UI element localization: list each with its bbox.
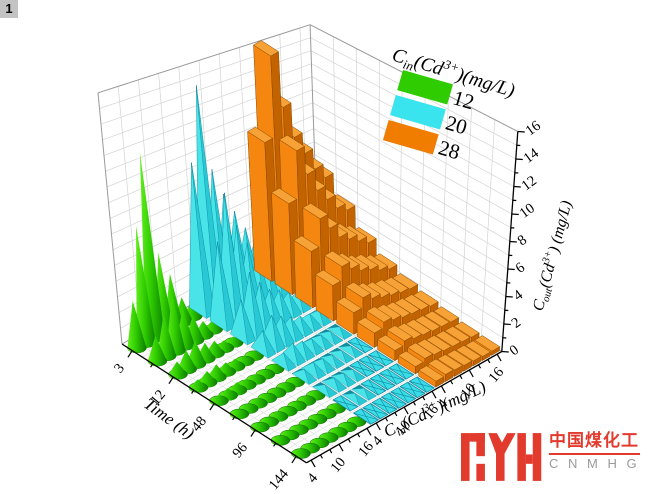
x-tick-label: 16 [486, 364, 508, 385]
legend-swatch-28 [382, 119, 439, 155]
time-tick-label: 3 [111, 361, 128, 377]
logo-mark-yh-icon [461, 433, 542, 481]
page-number-badge[interactable]: 1 [0, 0, 18, 18]
legend-swatch-12 [397, 70, 453, 105]
logo-underline [549, 453, 640, 455]
logo-text-cn: 中国煤化工 [549, 431, 639, 451]
watermark-logo: 中国煤化工 C N M H G [461, 430, 640, 484]
x-tick-label: 10 [327, 454, 349, 475]
z-tick-label: 8 [515, 232, 530, 249]
z-tick-label: 6 [513, 260, 528, 277]
z-axis-title: Cout(Cd3+) (mg/L) [528, 198, 578, 313]
z-tick-label: 14 [521, 145, 543, 167]
z-tick-label: 4 [511, 287, 527, 305]
time-tick-label: 96 [229, 440, 251, 461]
z-tick-label: 10 [517, 200, 538, 221]
logo-text-en: C N M H G [549, 456, 640, 471]
time-tick-label: 144 [266, 466, 293, 494]
legend-entry-label: 12 [450, 85, 477, 114]
legend-swatch-20 [390, 94, 446, 130]
z-tick-label: 12 [519, 173, 540, 194]
series-28-bars [247, 40, 500, 388]
series-12-cones [127, 151, 367, 459]
z-axis: 0 2 4 6 8 10 12 14 16 Cout(Cd3+) (mg/L) [501, 118, 578, 359]
z-tick-label: 2 [509, 315, 524, 332]
z-tick-label: 16 [523, 118, 544, 139]
x-tick-label: 4 [304, 470, 321, 486]
series-20-pyramids [189, 85, 435, 425]
z-tick-label: 0 [507, 342, 522, 359]
time-axis-title: Time (h) [141, 394, 199, 443]
